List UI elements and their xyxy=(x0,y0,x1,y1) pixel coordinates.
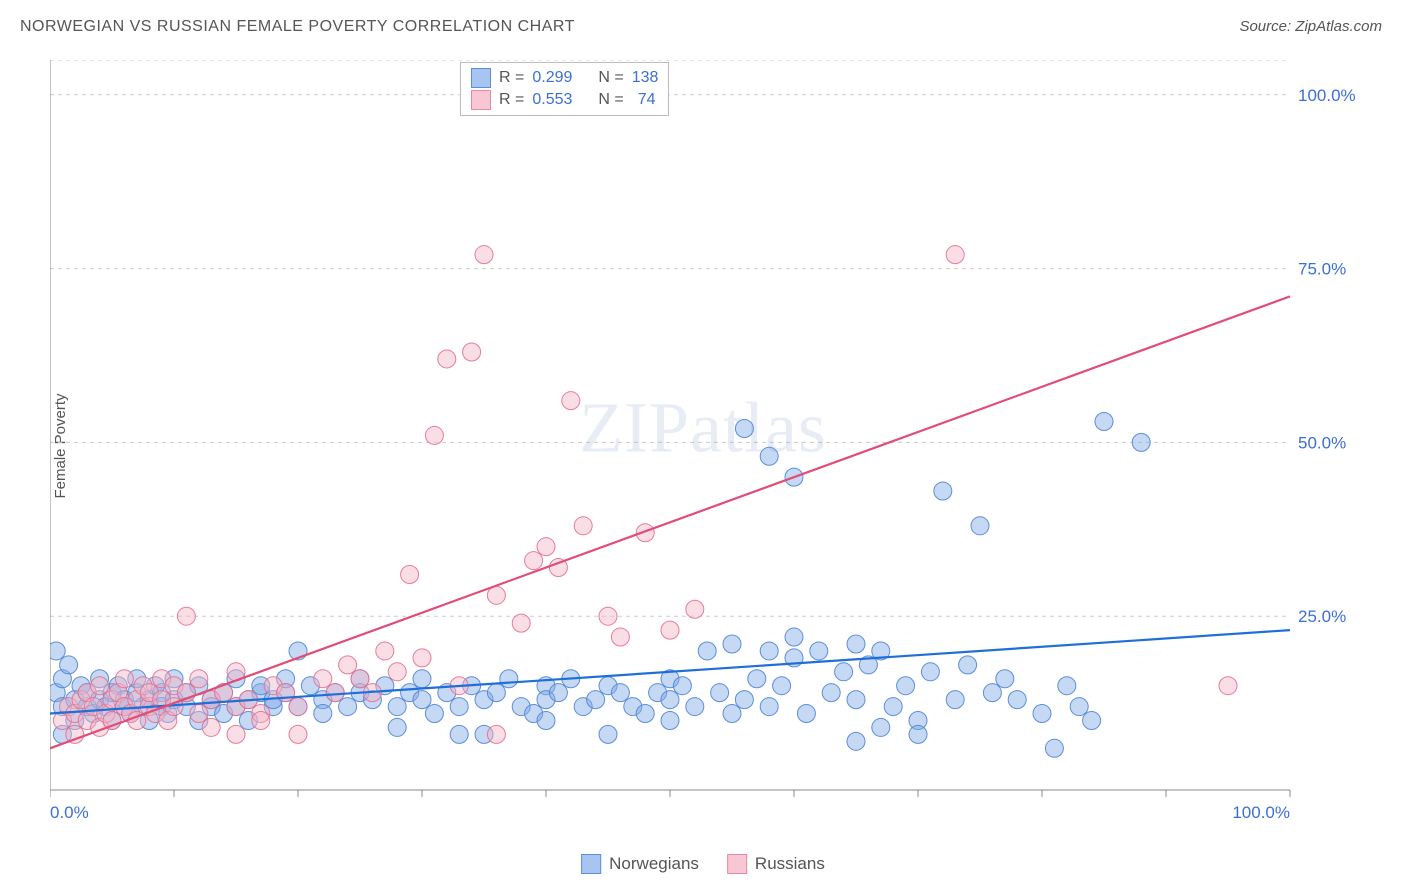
r-value: 0.299 xyxy=(532,69,572,87)
legend-swatch-blue xyxy=(581,854,601,874)
source-label: Source: ZipAtlas.com xyxy=(1239,18,1382,35)
chart-title: NORWEGIAN VS RUSSIAN FEMALE POVERTY CORR… xyxy=(20,18,575,36)
svg-text:100.0%: 100.0% xyxy=(1298,86,1356,105)
legend-swatch-blue xyxy=(471,68,491,88)
plot-svg: 25.0% 50.0% 75.0% 100.0% 0.0% 100.0% xyxy=(50,60,1360,830)
svg-text:0.0%: 0.0% xyxy=(50,803,89,822)
n-value: 138 xyxy=(632,69,659,87)
legend-item-norwegians: Norwegians xyxy=(581,854,699,874)
svg-text:100.0%: 100.0% xyxy=(1232,803,1290,822)
legend-item-russians: Russians xyxy=(727,854,825,874)
r-value: 0.553 xyxy=(532,91,572,109)
plot-area: 25.0% 50.0% 75.0% 100.0% 0.0% 100.0% xyxy=(50,60,1360,830)
legend-stats-row: R = 0.299 N = 138 xyxy=(471,67,658,89)
legend-swatch-pink xyxy=(471,90,491,110)
r-label: R = xyxy=(499,69,524,87)
n-label: N = xyxy=(598,91,623,109)
legend-stats: R = 0.299 N = 138 R = 0.553 N = 74 xyxy=(460,62,669,116)
svg-text:25.0%: 25.0% xyxy=(1298,607,1346,626)
legend-swatch-pink xyxy=(727,854,747,874)
r-label: R = xyxy=(499,91,524,109)
svg-text:75.0%: 75.0% xyxy=(1298,260,1346,279)
n-value: 74 xyxy=(632,91,656,109)
chart-container: NORWEGIAN VS RUSSIAN FEMALE POVERTY CORR… xyxy=(0,0,1406,892)
n-label: N = xyxy=(598,69,623,87)
legend-stats-row: R = 0.553 N = 74 xyxy=(471,89,658,111)
legend-label: Norwegians xyxy=(609,854,699,874)
legend-label: Russians xyxy=(755,854,825,874)
legend-series: Norwegians Russians xyxy=(581,854,825,874)
svg-text:50.0%: 50.0% xyxy=(1298,433,1346,452)
